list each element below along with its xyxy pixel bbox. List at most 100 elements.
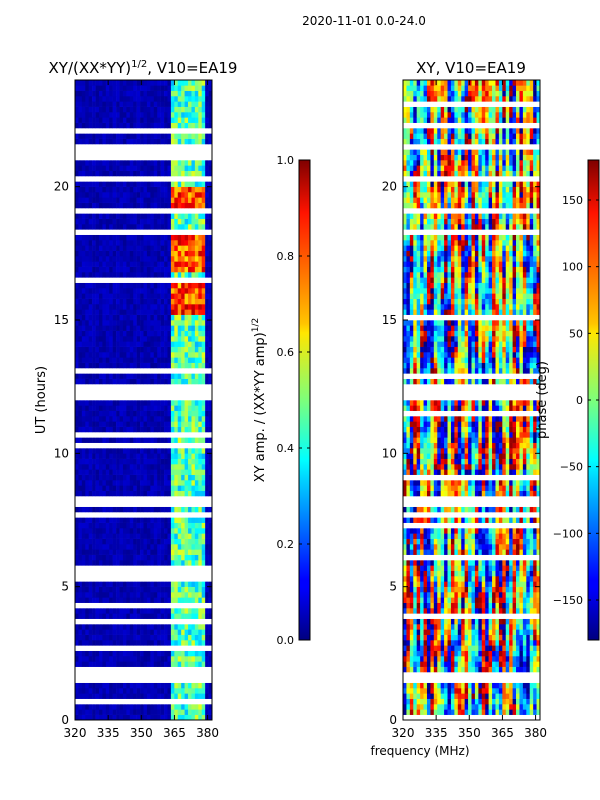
amplitude-cell [170,160,175,166]
amplitude-cell [112,528,117,534]
amplitude-cell [122,501,127,507]
amplitude-cell [119,154,124,161]
amplitude-cell [102,229,107,235]
amplitude-cell [150,613,155,619]
amplitude-cell [184,501,189,507]
amplitude-cell [85,485,89,491]
amplitude-cell [102,160,107,166]
amplitude-cell [188,512,192,518]
amplitude-cell [85,421,89,427]
amplitude-cell [191,229,196,235]
amplitude-cell [198,240,203,246]
amplitude-cell [191,256,196,262]
amplitude-cell [98,341,103,347]
amplitude-cell [88,186,93,193]
amplitude-cell [102,442,107,449]
amplitude-cell [194,629,199,635]
amplitude-cell [95,133,100,139]
amplitude-cell [181,506,185,513]
amplitude-cell [191,378,196,385]
amplitude-row [75,277,213,283]
amplitude-cell [164,592,168,598]
amplitude-cell [88,352,93,358]
amplitude-cell [140,602,144,609]
amplitude-cell [205,277,209,283]
amplitude-cell [170,549,175,555]
amplitude-cell [122,149,127,155]
amplitude-cell [184,330,189,337]
amplitude-cell [201,613,206,619]
amplitude-cell [133,170,137,177]
amplitude-cell [208,272,213,278]
amplitude-cell [85,448,89,454]
amplitude-cell [194,202,199,209]
amplitude-cell [129,117,134,123]
amplitude-cell [122,165,127,171]
amplitude-cell [143,181,148,187]
amplitude-cell [85,213,89,219]
amplitude-cell [198,650,203,657]
amplitude-cell [174,298,179,305]
amplitude-cell [181,618,185,625]
amplitude-cell [143,245,148,251]
amplitude-cell [85,565,89,571]
amplitude-cell [85,714,89,721]
amplitude-cell [150,218,155,225]
amplitude-cell [75,229,79,235]
amplitude-cell [133,197,137,203]
amplitude-cell [143,224,148,230]
amplitude-cell [88,400,93,406]
amplitude-cell [194,538,199,545]
amplitude-cell [194,693,199,699]
amplitude-cell [188,368,192,374]
amplitude-cell [105,480,110,486]
amplitude-cell [98,410,103,417]
amplitude-cell [205,709,209,715]
amplitude-cell [95,384,100,390]
amplitude-cell [205,320,209,326]
amplitude-cell [102,138,107,145]
amplitude-cell [170,432,175,438]
amplitude-cell [194,661,199,667]
amplitude-cell [160,266,165,273]
amplitude-cell [129,261,134,267]
amplitude-cell [98,186,103,193]
amplitude-cell [184,218,189,225]
amplitude-cell [95,570,100,577]
amplitude-cell [88,362,93,369]
amplitude-cell [105,608,110,614]
amplitude-row [75,688,213,694]
amplitude-cell [184,314,189,321]
amplitude-cell [81,586,86,593]
amplitude-cell [143,234,148,241]
amplitude-cell [184,549,189,555]
amplitude-cell [157,581,161,587]
amplitude-cell [105,490,110,497]
amplitude-cell [129,304,134,310]
amplitude-cell [140,266,144,273]
amplitude-cell [109,640,113,646]
amplitude-cell [170,298,175,305]
amplitude-cell [122,656,127,662]
amplitude-cell [205,272,209,278]
amplitude-cell [95,128,100,134]
amplitude-cell [157,645,161,651]
amplitude-cell [181,197,185,203]
amplitude-cell [136,672,141,678]
amplitude-cell [177,90,182,97]
amplitude-cell [136,218,141,225]
amplitude-cell [194,101,199,107]
amplitude-cell [194,256,199,262]
amplitude-cell [133,320,137,326]
amplitude-cell [201,693,206,699]
amplitude-cell [112,304,117,310]
amplitude-cell [181,181,185,187]
amplitude-cell [177,122,182,129]
amplitude-cell [112,240,117,246]
amplitude-cell [184,389,189,395]
amplitude-cell [170,346,175,353]
amplitude-cell [95,208,100,214]
amplitude-cell [201,714,206,721]
amplitude-cell [92,298,96,305]
amplitude-cell [136,117,141,123]
